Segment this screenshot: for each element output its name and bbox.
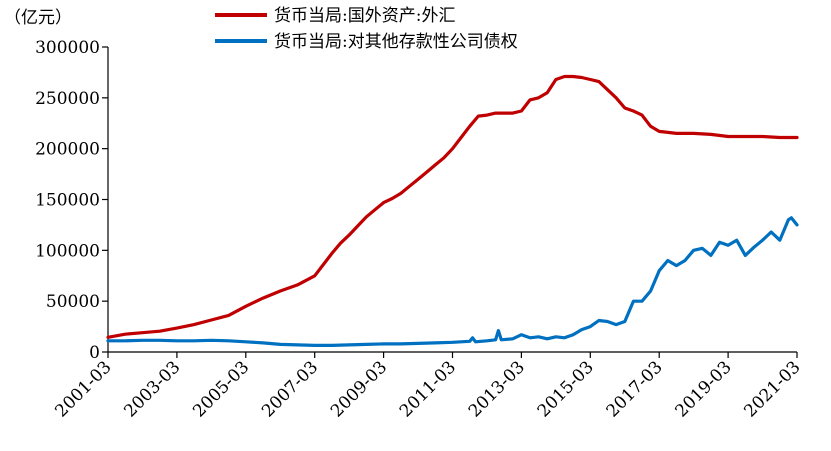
series-line-0 — [106, 74, 799, 339]
y-tick-label: 0 — [89, 343, 100, 363]
legend-label-1: 货币当局:对其他存款性公司债权 — [274, 32, 518, 52]
x-tick-label: 2021-03 — [740, 357, 804, 421]
series-line-1 — [106, 216, 799, 347]
x-tick-label: 2007-03 — [258, 357, 322, 421]
plot-lines — [106, 74, 799, 347]
x-tick-label: 2017-03 — [603, 357, 667, 421]
y-tick-label: 150000 — [35, 191, 100, 211]
y-tick-label: 200000 — [35, 140, 100, 160]
x-tick-label: 2005-03 — [189, 357, 253, 421]
legend-entry-0: 货币当局:国外资产:外汇 — [215, 6, 455, 26]
x-tick-label: 2013-03 — [465, 357, 529, 421]
legend-entry-1: 货币当局:对其他存款性公司债权 — [215, 32, 518, 52]
x-axis: 2001-03 2003-03 2005-03 2007-03 2009-03 2011-… — [51, 351, 805, 421]
unit-label: （亿元） — [4, 8, 72, 28]
y-tick-label: 100000 — [35, 241, 100, 261]
legend-label-0: 货币当局:国外资产:外汇 — [274, 6, 455, 26]
x-tick-label: 2009-03 — [327, 357, 391, 421]
y-axis: 0 50000 100000 150000 200000 250000 300000 — [35, 38, 109, 363]
x-tick-label: 2019-03 — [672, 357, 736, 421]
x-tick-label: 2001-03 — [51, 357, 115, 421]
x-tick-label: 2003-03 — [120, 357, 184, 421]
legend: 货币当局:国外资产:外汇 货币当局:对其他存款性公司债权 — [215, 6, 518, 52]
x-tick-label: 2011-03 — [396, 357, 460, 421]
y-tick-label: 50000 — [46, 292, 100, 312]
x-tick-label: 2015-03 — [534, 357, 598, 421]
y-tick-label: 250000 — [35, 89, 100, 109]
y-tick-label: 300000 — [35, 38, 100, 58]
